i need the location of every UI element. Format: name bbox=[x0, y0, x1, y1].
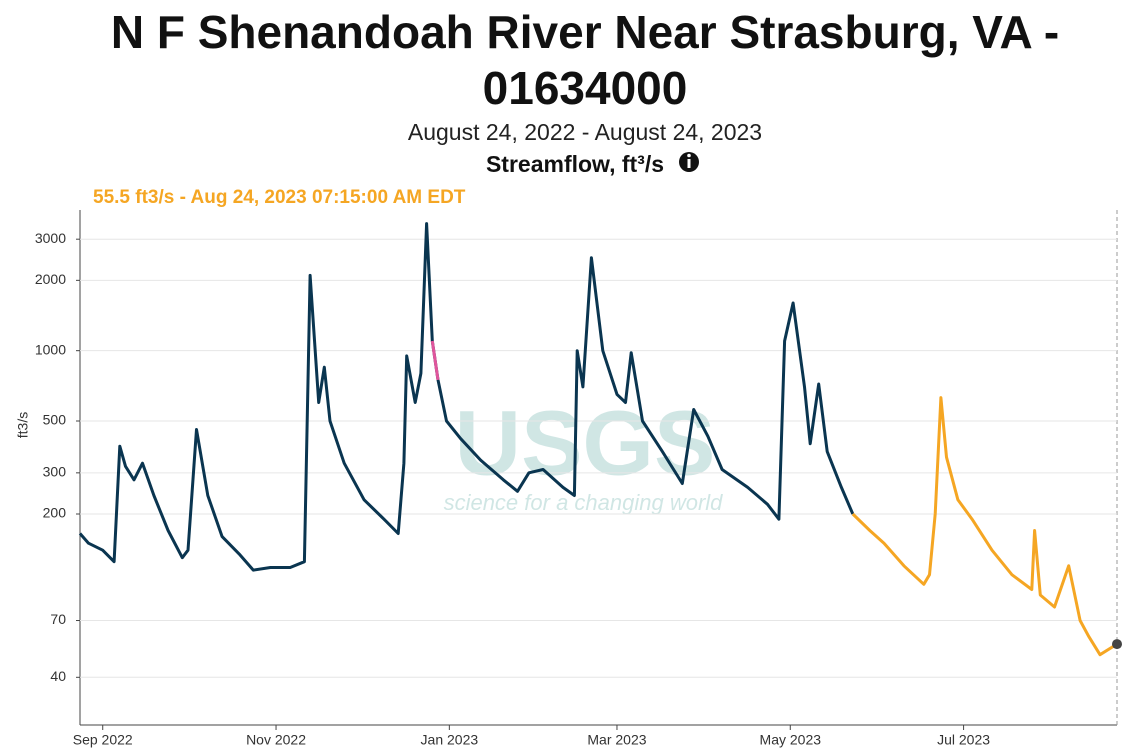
y-tick-label: 300 bbox=[43, 464, 67, 480]
y-tick-label: 2000 bbox=[35, 271, 66, 287]
y-tick-label: 200 bbox=[43, 505, 67, 521]
x-tick-label: Nov 2022 bbox=[246, 732, 306, 748]
x-tick-label: Sep 2022 bbox=[73, 732, 133, 748]
current-marker bbox=[1112, 639, 1122, 650]
x-tick-label: Mar 2023 bbox=[587, 732, 646, 748]
chart-title: N F Shenandoah River Near Strasburg, VA … bbox=[111, 6, 1059, 58]
watermark: USGS science for a changing world bbox=[444, 392, 724, 515]
y-tick-label: 500 bbox=[43, 412, 67, 428]
chart-subtitle: August 24, 2022 - August 24, 2023 bbox=[408, 119, 762, 145]
watermark-logo: USGS bbox=[455, 392, 716, 494]
data-line bbox=[430, 340, 440, 381]
info-icon[interactable] bbox=[679, 152, 699, 172]
y-tick-label: 3000 bbox=[35, 230, 66, 246]
y-tick-label: 40 bbox=[50, 668, 66, 684]
axis-title: Streamflow, ft³/s bbox=[486, 151, 664, 177]
y-tick-label: 70 bbox=[50, 611, 66, 627]
watermark-tagline: science for a changing world bbox=[444, 490, 724, 515]
x-tick-label: Jul 2023 bbox=[937, 732, 990, 748]
x-tick-label: Jan 2023 bbox=[421, 732, 479, 748]
chart-title: 01634000 bbox=[483, 62, 688, 114]
y-tick-label: 1000 bbox=[35, 341, 66, 357]
annotation: 55.5 ft3/s - Aug 24, 2023 07:15:00 AM ED… bbox=[93, 187, 466, 208]
y-axis-label: ft3/s bbox=[15, 412, 31, 438]
x-tick-label: May 2023 bbox=[760, 732, 822, 748]
data-line bbox=[851, 396, 1118, 657]
